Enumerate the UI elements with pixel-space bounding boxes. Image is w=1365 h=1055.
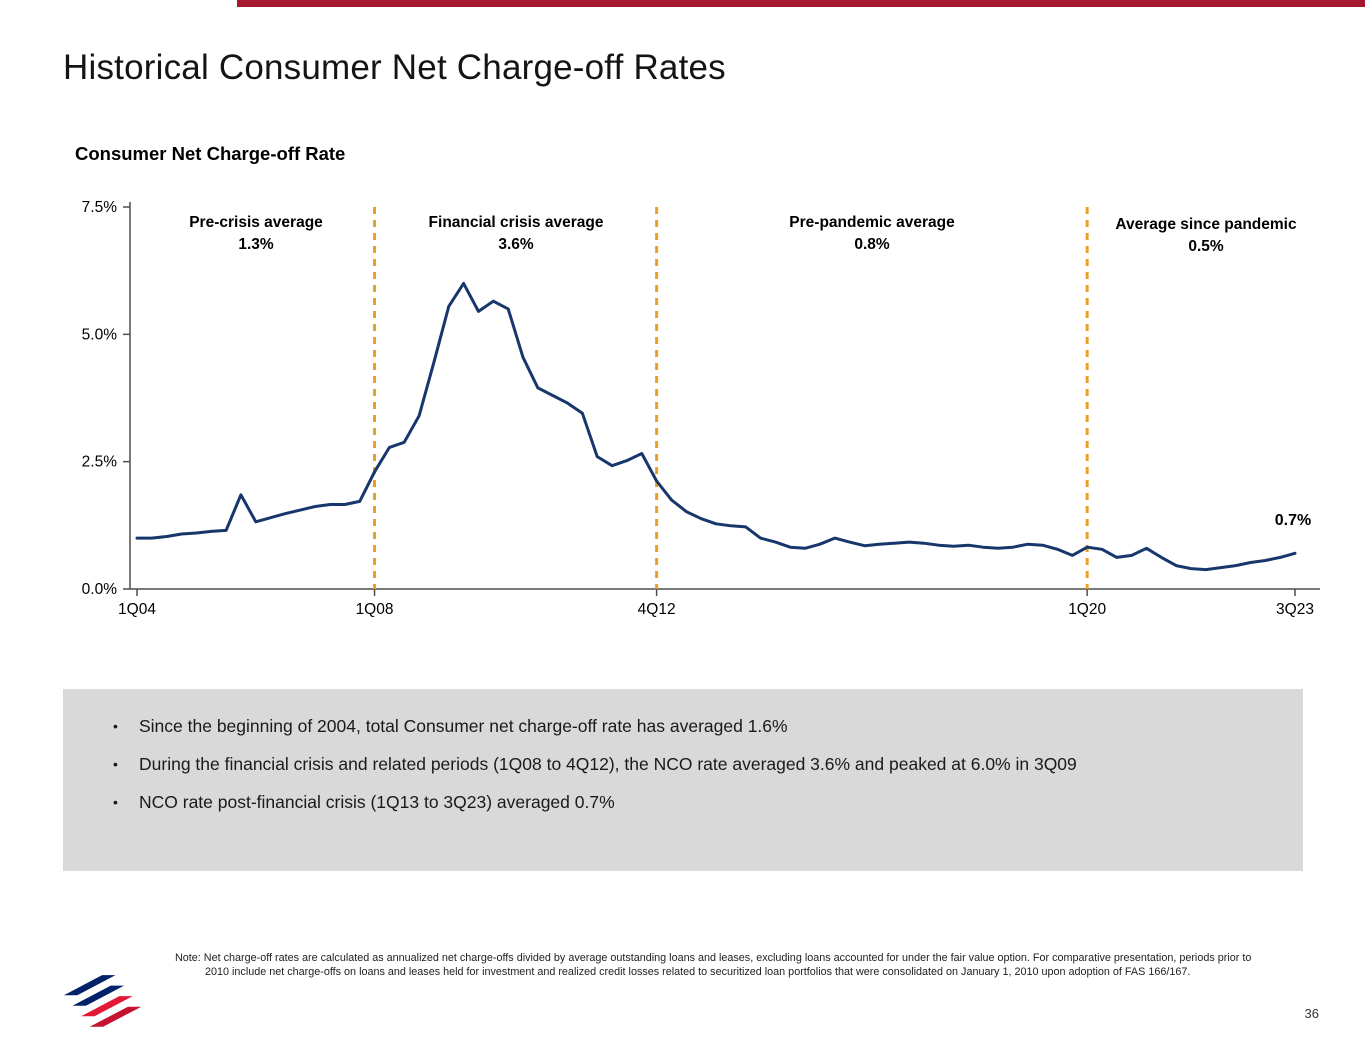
bullet-text: During the financial crisis and related …	[139, 754, 1077, 774]
x-tick-label: 3Q23	[1276, 601, 1314, 618]
page-number: 36	[1304, 1006, 1319, 1021]
x-tick-label: 1Q20	[1068, 601, 1106, 618]
annotation-value: 0.8%	[854, 236, 890, 253]
annotation-label: Pre-crisis average	[189, 214, 323, 231]
chart-annotation-prepandemic: Pre-pandemic average 0.8%	[789, 212, 954, 256]
annotation-value: 0.5%	[1188, 238, 1224, 255]
footnote: Note: Net charge-off rates are calculate…	[175, 952, 1252, 978]
y-tick-label: 0.0%	[82, 581, 118, 598]
annotation-label: Pre-pandemic average	[789, 214, 955, 231]
bullet-marker: •	[113, 718, 118, 734]
annotation-value: 1.3%	[238, 236, 274, 253]
bullet-text: Since the beginning of 2004, total Consu…	[139, 716, 788, 736]
annotation-label: Financial crisis average	[428, 214, 604, 231]
series-end-value-label: 0.7%	[1274, 512, 1312, 529]
chart-annotation-since-pandemic: Average since pandemic 0.5%	[1115, 214, 1296, 258]
bullet-item: • Since the beginning of 2004, total Con…	[109, 714, 1263, 739]
x-tick-label: 1Q08	[356, 601, 394, 618]
chart-annotation-financial-crisis: Financial crisis average 3.6%	[429, 212, 604, 256]
annotation-label: Average since pandemic	[1115, 216, 1297, 233]
bullet-marker: •	[113, 794, 118, 810]
bofa-logo	[63, 975, 142, 1027]
y-tick-label: 7.5%	[82, 199, 118, 216]
nco-line-chart: 0.0% 2.5% 5.0% 7.5% 1Q04 1Q08 4Q12 1Q20 3Q23	[82, 199, 1320, 618]
top-accent-bar	[237, 0, 1365, 7]
page-title: Historical Consumer Net Charge-off Rates	[63, 48, 726, 87]
x-tick-label: 4Q12	[638, 601, 676, 618]
y-tick-label: 2.5%	[82, 454, 118, 471]
logo-stripe-blue-2	[72, 985, 125, 1006]
summary-box: • Since the beginning of 2004, total Con…	[63, 689, 1303, 871]
y-tick-label: 5.0%	[82, 326, 118, 343]
logo-stripe-red-1	[81, 996, 133, 1017]
logo-stripe-blue-1	[63, 975, 116, 996]
bullet-item: • NCO rate post-financial crisis (1Q13 t…	[109, 790, 1263, 815]
nco-rate-line	[135, 281, 1297, 572]
x-tick-label: 1Q04	[118, 601, 156, 618]
bullet-text: NCO rate post-financial crisis (1Q13 to …	[139, 792, 615, 812]
bullet-item: • During the financial crisis and relate…	[109, 752, 1263, 777]
chart-heading: Consumer Net Charge-off Rate	[75, 143, 346, 164]
annotation-value: 3.6%	[498, 236, 534, 253]
logo-stripe-red-2	[89, 1006, 142, 1027]
bullet-marker: •	[113, 756, 118, 772]
chart-annotation-precrisis: Pre-crisis average 1.3%	[189, 212, 323, 256]
